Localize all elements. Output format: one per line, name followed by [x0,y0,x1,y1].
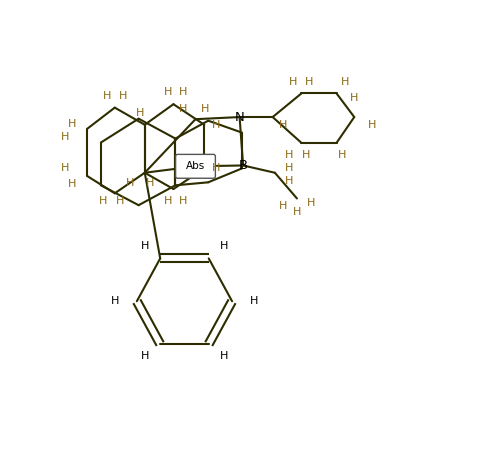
Text: H: H [285,150,294,160]
Text: H: H [99,196,107,206]
Text: H: H [285,176,293,186]
Text: H: H [212,164,221,173]
Text: H: H [279,120,287,130]
Text: H: H [220,351,228,361]
Text: H: H [201,104,210,114]
Text: H: H [250,296,258,306]
Text: H: H [116,196,124,206]
Text: H: H [61,132,70,142]
Text: H: H [350,93,359,103]
Text: H: H [102,91,111,100]
Text: H: H [141,241,149,252]
Text: H: H [180,104,188,114]
Text: H: H [293,207,301,218]
Text: H: H [111,296,119,306]
Text: B: B [239,159,248,172]
Text: H: H [220,241,228,252]
Text: H: H [141,351,149,361]
Text: H: H [285,163,293,173]
Text: H: H [179,87,187,97]
Text: H: H [212,120,221,130]
Text: H: H [119,91,127,100]
Text: H: H [136,108,144,118]
Text: N: N [235,110,244,124]
Text: Abs: Abs [186,161,205,171]
Text: H: H [305,77,313,87]
Text: H: H [61,163,70,173]
Text: H: H [341,77,349,87]
Text: H: H [302,150,310,160]
Text: H: H [164,196,173,206]
Text: H: H [145,178,154,188]
Text: H: H [306,199,315,209]
Text: H: H [126,178,134,188]
Text: H: H [279,201,287,211]
Text: H: H [164,87,173,97]
Text: H: H [289,77,298,87]
Text: H: H [179,196,187,206]
Text: H: H [68,179,77,189]
FancyBboxPatch shape [176,155,215,178]
Text: H: H [368,120,376,130]
Text: H: H [337,150,346,160]
Text: H: H [68,118,77,128]
